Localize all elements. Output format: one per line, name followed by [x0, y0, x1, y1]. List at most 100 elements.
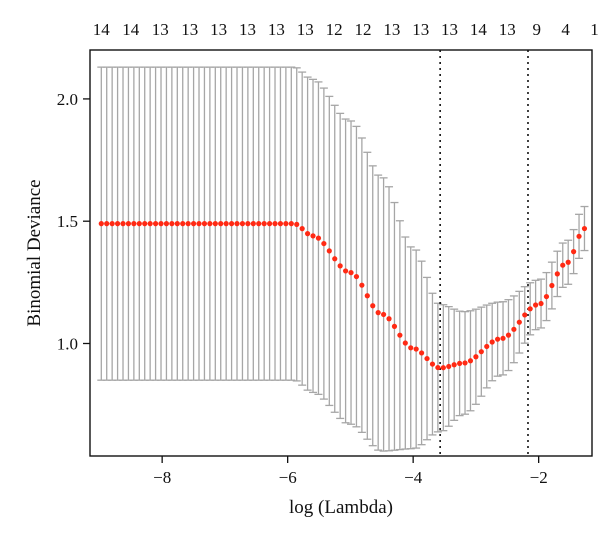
mean-point: [180, 221, 186, 227]
top-axis-label: 14: [93, 20, 111, 39]
mean-point: [163, 221, 170, 227]
mean-point: [174, 221, 180, 227]
mean-point: [315, 235, 322, 241]
mean-point: [321, 240, 327, 247]
mean-point: [391, 323, 398, 329]
top-axis-label: 13: [239, 20, 256, 39]
mean-point: [571, 249, 577, 255]
mean-point: [212, 221, 218, 227]
mean-point: [147, 221, 153, 227]
mean-point: [397, 332, 403, 338]
y-tick-label: 2.0: [57, 90, 78, 109]
top-axis-label: 13: [152, 20, 169, 39]
mean-point: [283, 221, 289, 227]
mean-point: [419, 350, 425, 356]
mean-point: [435, 364, 441, 371]
mean-point: [370, 303, 376, 309]
mean-point: [424, 355, 430, 362]
mean-point: [342, 268, 349, 274]
mean-point: [326, 248, 332, 254]
mean-point: [304, 231, 311, 237]
mean-point: [408, 345, 414, 351]
mean-point: [505, 332, 512, 338]
mean-point: [142, 221, 148, 227]
x-tick-label: −2: [530, 468, 548, 487]
mean-point: [581, 225, 588, 232]
y-tick-label: 1.5: [57, 212, 78, 231]
y-tick-label: 1.0: [57, 334, 78, 353]
mean-point: [457, 360, 463, 367]
mean-point: [549, 282, 555, 289]
mean-point: [511, 326, 517, 332]
mean-point: [272, 221, 278, 227]
y-axis-title: Binomial Deviance: [24, 179, 45, 326]
mean-point: [386, 316, 392, 322]
mean-point: [495, 336, 501, 342]
x-axis: −8 −6 −4 −2: [153, 456, 548, 487]
mean-point: [266, 221, 273, 227]
mean-point: [125, 221, 132, 227]
mean-point: [527, 306, 533, 312]
mean-point: [337, 263, 343, 269]
mean-point: [136, 221, 142, 227]
mean-point: [565, 259, 571, 265]
mean-point: [489, 339, 495, 345]
mean-point: [250, 221, 256, 227]
mean-point: [190, 221, 197, 227]
mean-point: [484, 343, 490, 350]
mean-point: [104, 221, 110, 227]
top-axis-label: 9: [533, 20, 542, 39]
top-axis-label: 13: [441, 20, 458, 39]
mean-point: [109, 221, 115, 227]
mean-point: [277, 221, 284, 227]
x-tick-label: −4: [404, 468, 423, 487]
mean-point: [348, 270, 354, 276]
mean-point: [228, 221, 235, 227]
mean-point: [375, 310, 381, 316]
mean-point: [451, 362, 457, 368]
mean-point: [473, 354, 479, 360]
errorbars-layer: [97, 66, 589, 452]
mean-point: [196, 221, 202, 227]
top-axis-labels: 14 14 13 13 13 13 13 13 12 12 13 13 13 14 13 9 4 1: [93, 20, 599, 39]
mean-point: [364, 293, 370, 299]
mean-point: [185, 221, 191, 227]
mean-point: [402, 340, 408, 346]
mean-point: [294, 221, 300, 227]
mean-point: [353, 273, 360, 280]
mean-point: [500, 335, 506, 341]
top-axis-label: 13: [383, 20, 400, 39]
top-axis-label: 13: [181, 20, 198, 39]
mean-point: [462, 360, 468, 366]
mean-point: [538, 300, 544, 307]
mean-point: [446, 363, 452, 370]
mean-point: [359, 282, 365, 288]
mean-point: [429, 361, 436, 367]
mean-point: [522, 312, 528, 318]
mean-point: [256, 221, 262, 227]
mean-point: [261, 221, 267, 227]
mean-point: [478, 349, 484, 355]
top-axis-label: 4: [561, 20, 570, 39]
mean-point: [332, 256, 338, 262]
top-axis-label: 13: [268, 20, 285, 39]
mean-point: [440, 365, 446, 371]
mean-points-layer: [98, 221, 588, 371]
top-axis-label: 14: [470, 20, 488, 39]
mean-point: [576, 233, 582, 239]
mean-point: [560, 262, 566, 268]
top-axis-label: 12: [326, 20, 343, 39]
mean-point: [239, 221, 246, 227]
mean-point: [234, 221, 240, 227]
reference-lines-layer: [439, 50, 529, 456]
mean-point: [120, 221, 126, 227]
mean-point: [245, 221, 251, 227]
mean-point: [131, 221, 137, 227]
mean-point: [218, 221, 224, 227]
mean-point: [201, 221, 208, 227]
mean-point: [554, 271, 560, 277]
top-axis-label: 12: [354, 20, 371, 39]
x-tick-label: −6: [279, 468, 297, 487]
top-axis-label: 14: [122, 20, 140, 39]
